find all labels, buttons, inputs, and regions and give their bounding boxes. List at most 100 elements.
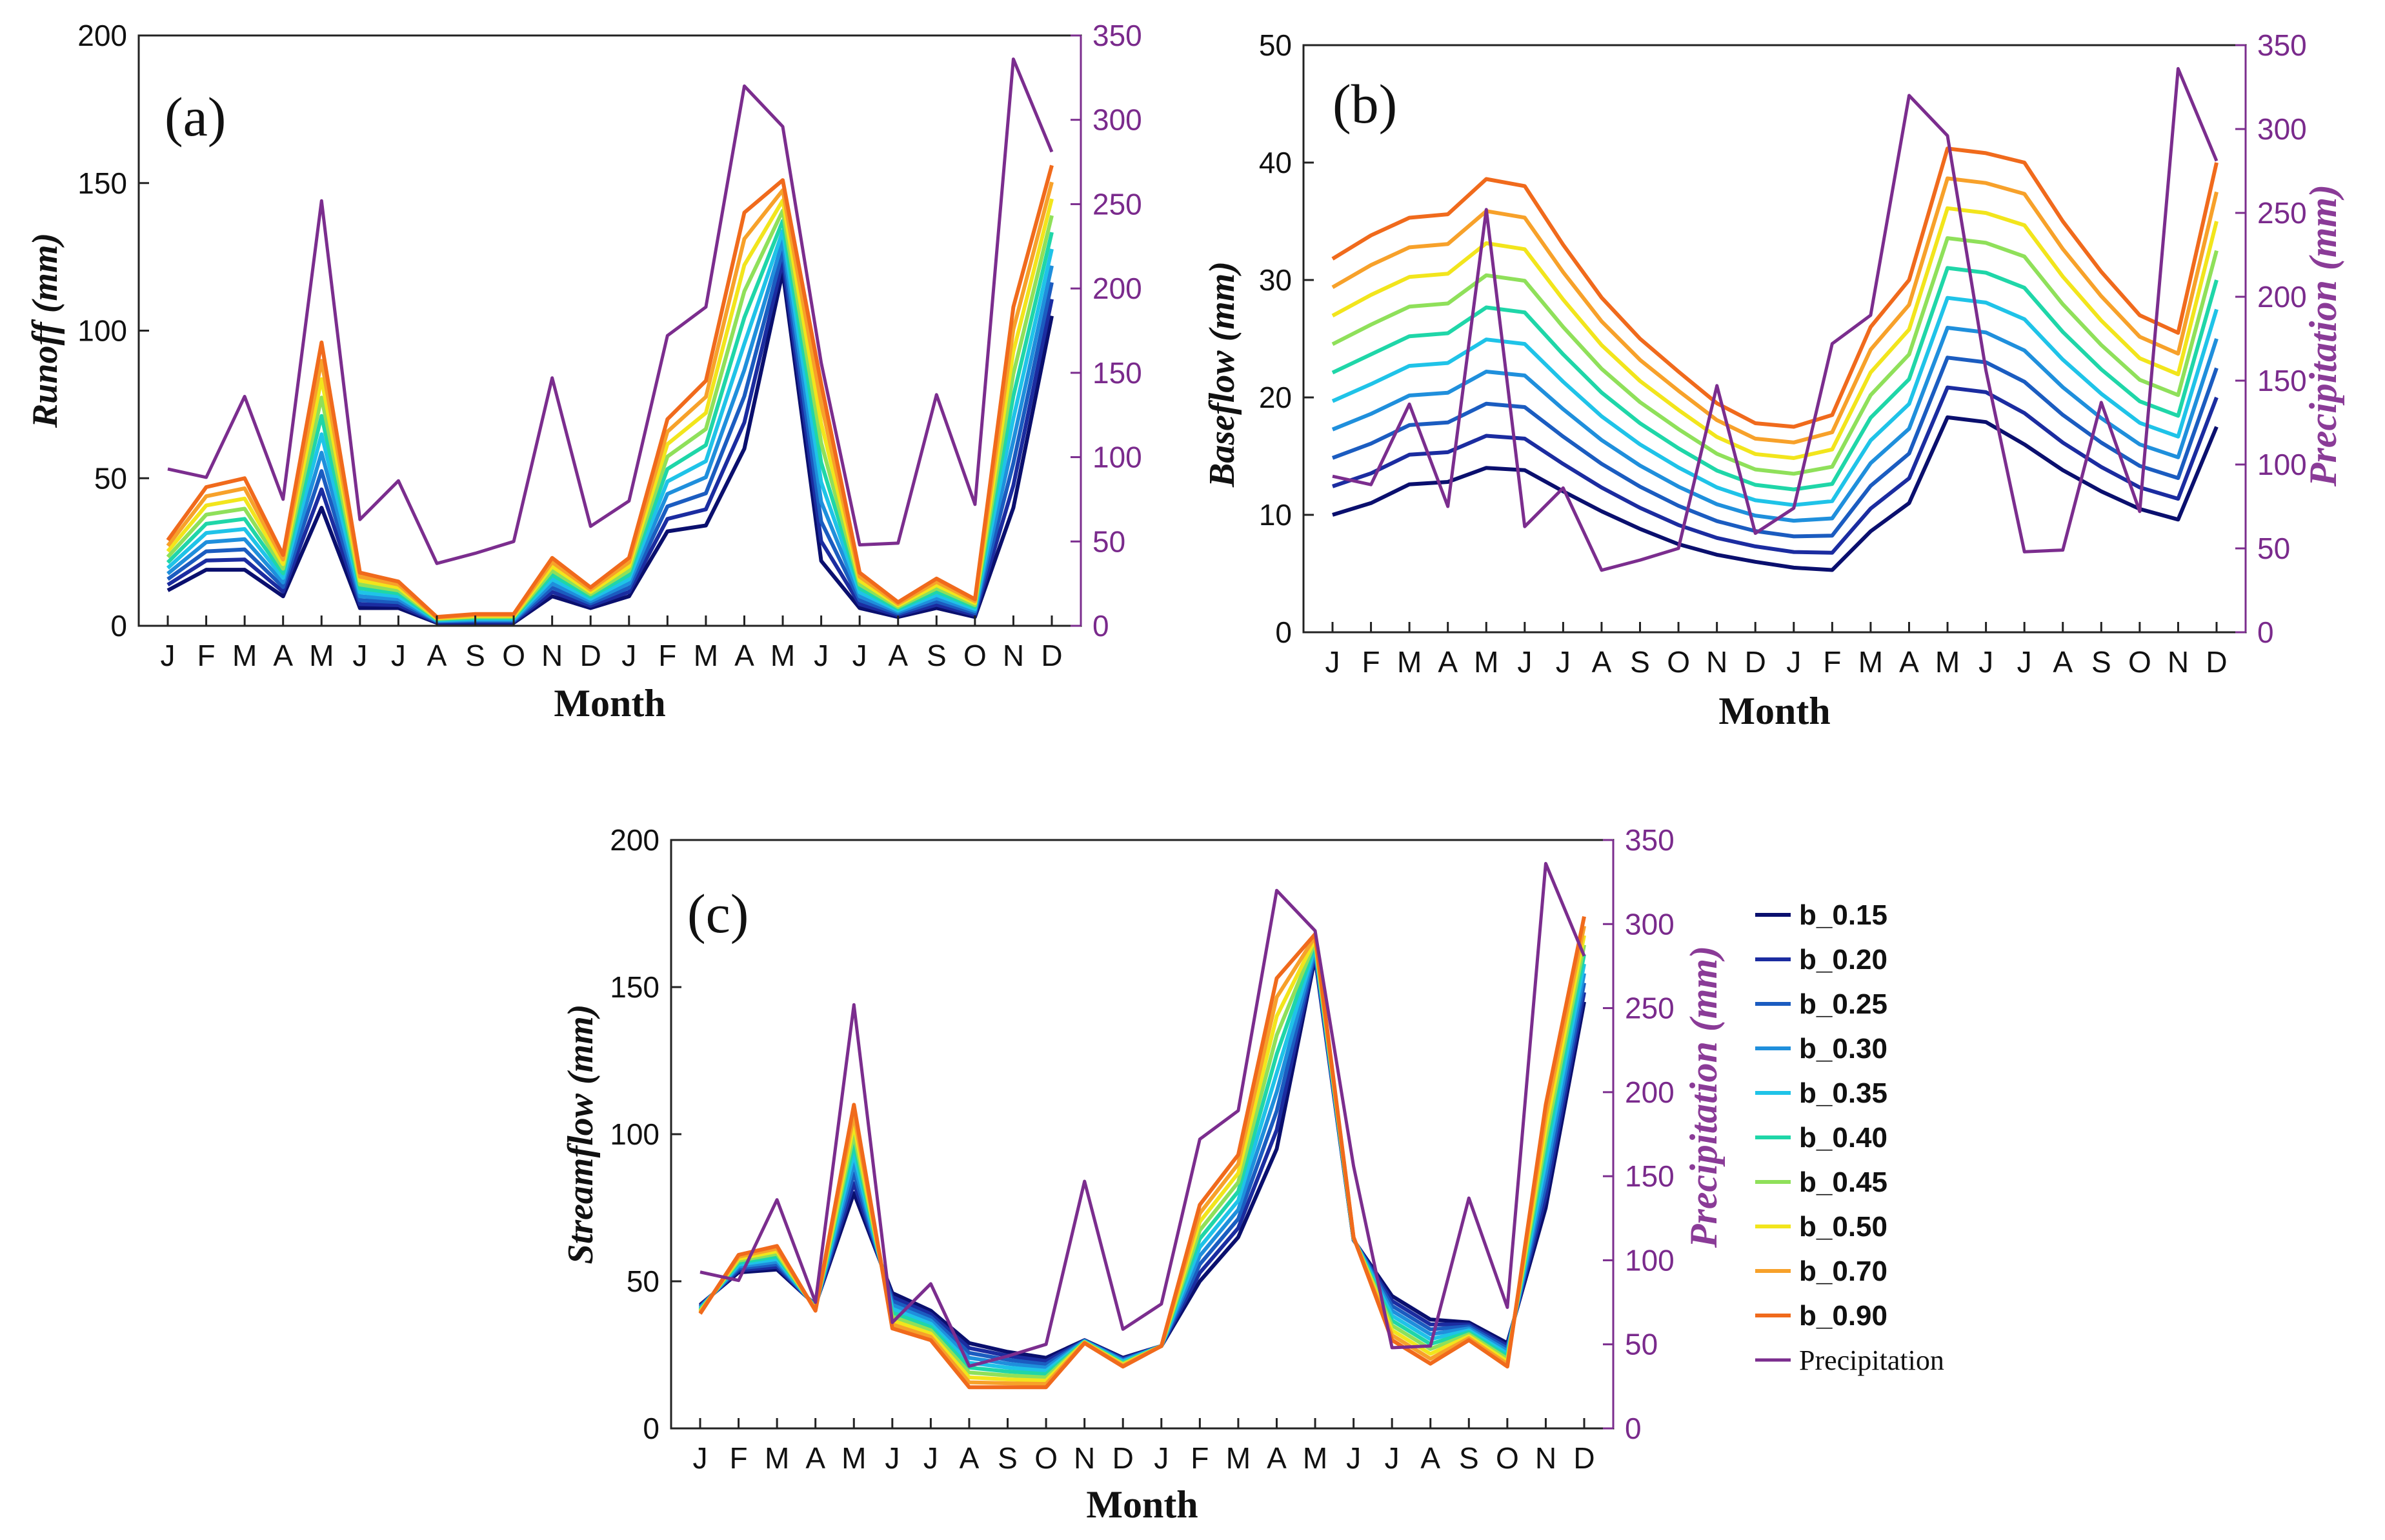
x-tick-label-b: D [1745,645,1766,679]
series-line-b_090-a [166,165,1054,619]
x-tick-label-c: N [1074,1441,1095,1475]
y-right-tick-label-b: 100 [2257,448,2307,481]
x-tick-label-b: J [1978,645,1993,679]
x-axis-label-b: Month [1718,690,1830,732]
x-tick-label-c: M [765,1441,789,1475]
x-tick-label-b: S [1630,645,1650,679]
x-tick-label-b: A [1899,645,1919,679]
series-line-b_090-c [698,915,1586,1390]
series-line-b_025-a [166,249,1054,624]
x-axis-label-c: Month [1086,1483,1198,1526]
precipitation-line-a [167,57,1054,565]
x-tick-label-a: J [352,639,367,672]
y-axis-right-label-b: Precipitation (mm) [2302,185,2344,487]
y-tick-label-a: 150 [77,166,127,200]
series-line-b_030-b [1331,326,2219,523]
x-tick-label-c: F [1191,1441,1209,1475]
x-axis-label-a: Month [554,682,665,725]
x-tick-label-a: M [770,639,795,672]
x-tick-label-b: M [1397,645,1422,679]
y-right-tick-label-b: 50 [2257,532,2290,565]
y-tick-label-c: 50 [627,1265,659,1298]
series-line-b_045-b [1331,236,2219,476]
x-tick-label-b: J [1517,645,1532,679]
panel-a: (a) Month Runoff (mm) 0 50 100 150 200 0 50 100… [25,19,1142,725]
y-right-tick-label-c: 0 [1625,1412,1642,1445]
y-right-tick-label-c: 350 [1625,823,1675,857]
legend-label-b_050: b_0.50 [1799,1211,1887,1243]
y-right-tick-label-b: 350 [2257,28,2307,62]
y-right-tick-label-c: 300 [1625,907,1675,941]
x-tick-label-b: S [2091,645,2111,679]
x-tick-label-a: A [734,639,754,672]
precipitation-line-c [699,862,1586,1368]
x-tick-label-a: N [541,639,563,672]
x-tick-label-a: M [694,639,718,672]
series-line-b_090-b [1331,146,2219,429]
x-tick-label-c: J [923,1441,938,1475]
series-line-b_035-a [166,229,1054,623]
x-tick-label-c: A [1267,1441,1287,1475]
x-tick-label-b: N [2168,645,2189,679]
x-tick-label-a: A [888,639,908,672]
legend-label-b_030: b_0.30 [1799,1033,1887,1065]
x-tick-label-c: D [1112,1441,1134,1475]
legend: b_0.15 b_0.20 b_0.25 b_0.30 b_0.35 b_0.40 b_0.… [1755,899,1944,1376]
x-tick-label-a: D [1041,639,1062,672]
x-tick-label-b: J [2017,645,2032,679]
plot-frame-a [137,34,1082,627]
y-tick-label-a: 200 [77,19,127,52]
x-tick-label-b: F [1362,645,1380,679]
series-line-b_040-b [1331,266,2219,492]
legend-label-Precipitation: Precipitation [1799,1345,1944,1376]
x-tick-label-c: M [841,1441,866,1475]
x-tick-label-a: M [309,639,334,672]
x-tick-label-b: O [2128,645,2151,679]
x-tick-label-b: M [1474,645,1498,679]
series-group-a [166,57,1054,625]
y-right-tick-label-a: 350 [1092,19,1142,52]
y-axis-label-c: Streamflow (mm) [561,1005,601,1265]
y-tick-label-c: 200 [610,823,659,857]
x-tick-label-a: J [161,639,176,672]
y-tick-label-c: 0 [643,1412,659,1445]
y-tick-label-b: 0 [1275,615,1292,649]
series-group-c [698,862,1586,1390]
y-tick-label-b: 30 [1259,263,1292,297]
y-axis-right-label-c: Precipitation (mm) [1682,946,1725,1248]
x-tick-label-c: M [1226,1441,1251,1475]
x-tick-label-b: F [1823,645,1841,679]
y-axis-label-a: Runoff (mm) [25,233,65,428]
series-group-b [1331,66,2219,572]
y-tick-label-c: 100 [610,1117,659,1151]
legend-label-b_025: b_0.25 [1799,988,1887,1020]
x-tick-label-a: J [814,639,829,672]
x-tick-label-a: J [391,639,406,672]
x-tick-label-a: S [927,639,947,672]
series-line-b_035-b [1331,295,2219,507]
x-tick-label-a: J [852,639,867,672]
x-tick-label-b: A [1438,645,1458,679]
y-right-tick-label-a: 250 [1092,187,1142,221]
x-tick-label-a: N [1003,639,1024,672]
y-right-tick-label-c: 100 [1625,1243,1675,1277]
x-tick-label-b: J [1556,645,1571,679]
x-tick-label-c: A [1420,1441,1440,1475]
legend-label-b_090: b_0.90 [1799,1300,1887,1332]
y-right-tick-label-a: 200 [1092,272,1142,305]
x-tick-label-c: F [730,1441,748,1475]
x-tick-label-a: S [465,639,485,672]
series-line-b_025-b [1331,355,2219,539]
y-tick-label-b: 10 [1259,498,1292,532]
x-tick-label-c: J [1346,1441,1361,1475]
panel-label-c: (c) [687,883,749,945]
y-right-tick-label-b: 250 [2257,196,2307,230]
x-tick-label-a: O [502,639,525,672]
panel-label-a: (a) [165,86,226,148]
y-right-tick-label-a: 0 [1092,609,1109,643]
y-axis-label-b: Baseflow (mm) [1202,261,1242,488]
y-right-tick-label-b: 150 [2257,364,2307,397]
